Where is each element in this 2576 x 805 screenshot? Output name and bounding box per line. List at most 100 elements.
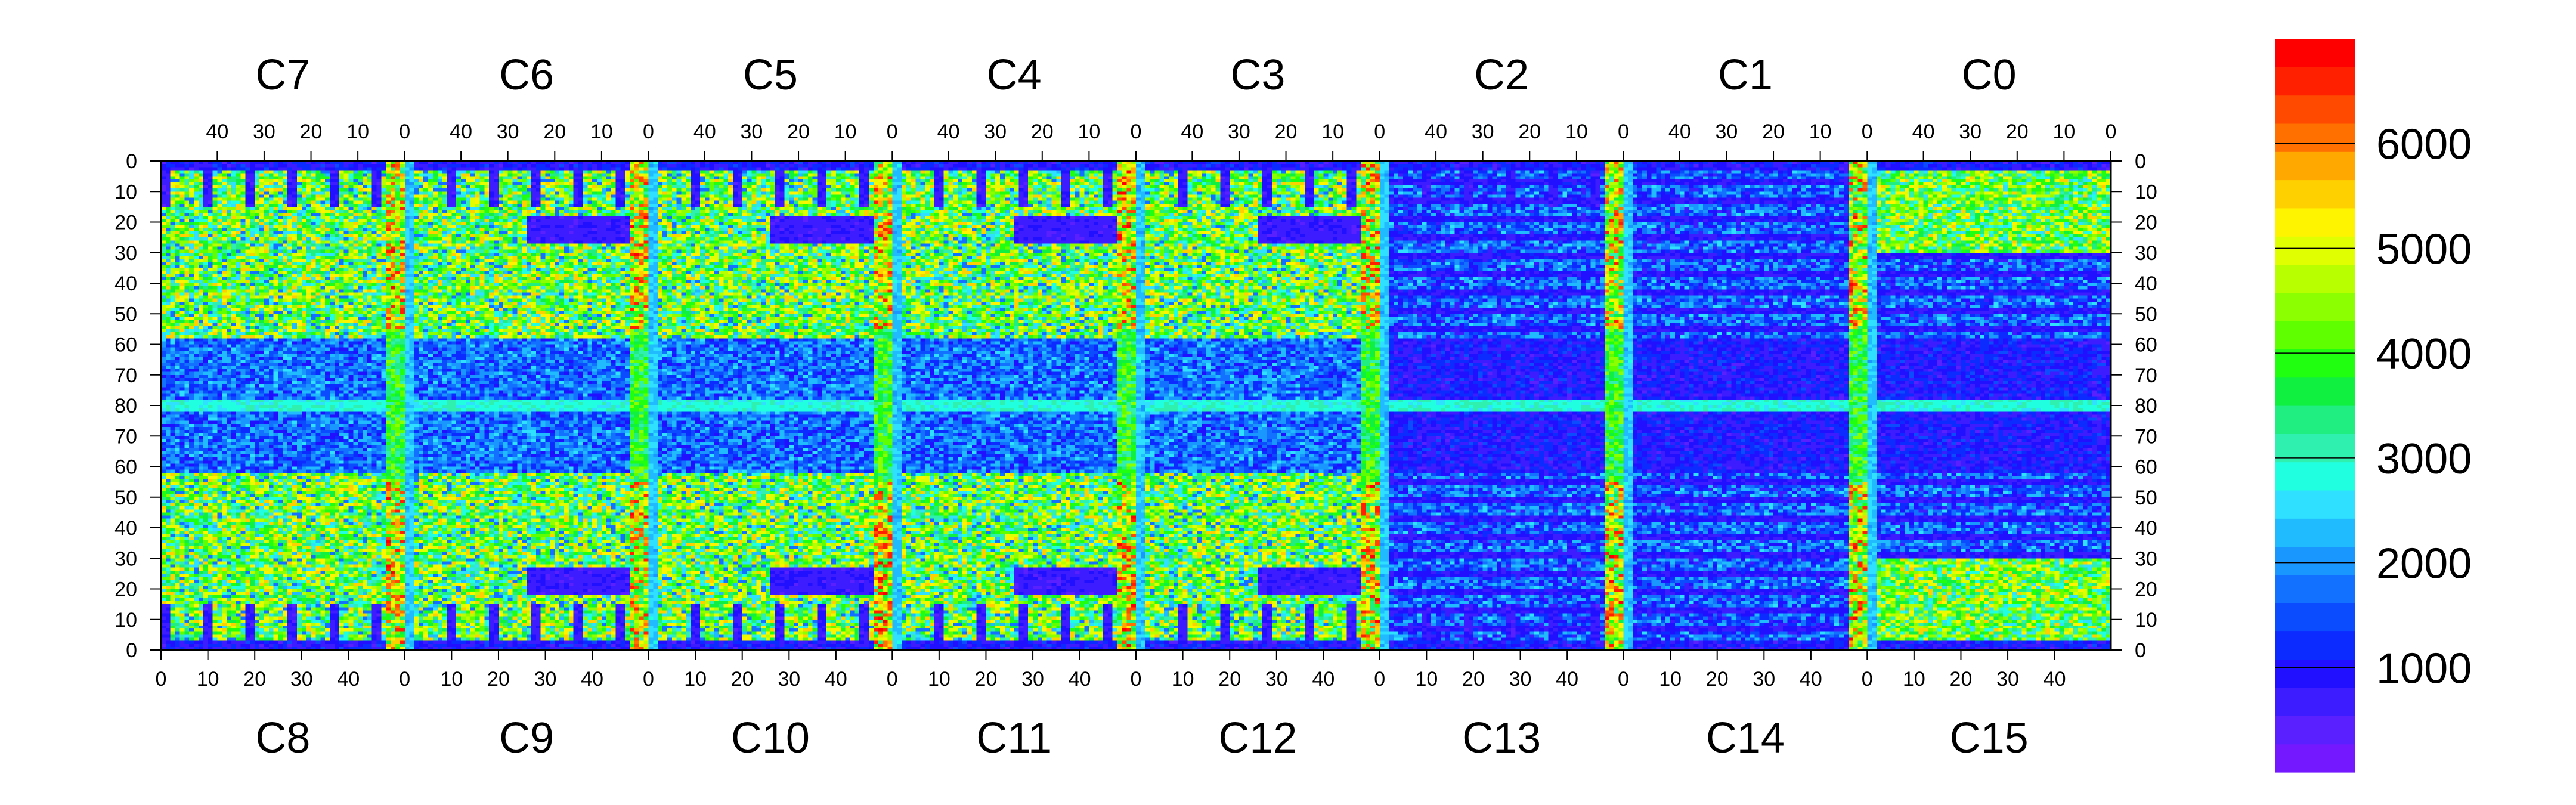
x-tick-label-top: 40 <box>693 120 716 143</box>
x-tick-label-bottom: 10 <box>1903 668 1925 691</box>
x-tick-label-bottom: 40 <box>338 668 360 691</box>
x-tick-label-bottom: 40 <box>1312 668 1335 691</box>
x-tick-label-bottom: 30 <box>1509 668 1532 691</box>
x-tick-label-top: 20 <box>1275 120 1298 143</box>
x-tick-label-bottom: 0 <box>156 668 167 691</box>
x-tick-label-top: 20 <box>1031 120 1054 143</box>
y-tick-label-left: 40 <box>114 273 137 295</box>
y-tick-label-left: 30 <box>114 547 137 570</box>
colorbar-tick-label: 5000 <box>2376 225 2472 273</box>
colorbar-segment <box>2275 151 2355 181</box>
x-tick-label-top: 20 <box>1518 120 1541 143</box>
y-tick-label-left: 50 <box>114 303 137 326</box>
y-tick-label-left: 20 <box>114 578 137 601</box>
colorbar-segment <box>2275 95 2355 124</box>
y-tick-label-right: 10 <box>2135 181 2157 203</box>
x-tick-label-top: 40 <box>1181 120 1203 143</box>
y-tick-label-right: 20 <box>2135 578 2157 601</box>
y-tick-label-right: 40 <box>2135 517 2157 540</box>
y-tick-label-right: 10 <box>2135 609 2157 631</box>
bottom-x-axis: 0 10 20 30 40 0 10 20 30 40 0 10 20 30 40 0 10 20 30 40 0 10 2… <box>156 650 2066 691</box>
x-tick-label-bottom: 10 <box>1172 668 1194 691</box>
x-tick-label-bottom: 30 <box>778 668 800 691</box>
chip-label-top: C5 <box>743 51 798 99</box>
x-tick-label-top: 30 <box>253 120 275 143</box>
x-tick-label-top: 40 <box>1912 120 1935 143</box>
x-tick-label-top: 10 <box>1565 120 1588 143</box>
chip-label-top: C3 <box>1230 51 1285 99</box>
colorbar-segment <box>2275 716 2355 745</box>
colorbar-segment <box>2275 490 2355 519</box>
colorbar-segment <box>2275 179 2355 209</box>
x-tick-label-bottom: 30 <box>1265 668 1288 691</box>
x-tick-label-top: 40 <box>1425 120 1447 143</box>
x-tick-label-top: 40 <box>937 120 960 143</box>
y-tick-label-left: 10 <box>114 181 137 203</box>
x-tick-label-top: 30 <box>497 120 519 143</box>
colorbar-segment <box>2275 603 2355 632</box>
x-tick-label-bottom: 0 <box>887 668 898 691</box>
colorbar-segment <box>2275 292 2355 321</box>
x-tick-label-top: 20 <box>300 120 323 143</box>
x-tick-label-bottom: 40 <box>1069 668 1091 691</box>
x-tick-label-top: 20 <box>787 120 810 143</box>
x-tick-label-top: 10 <box>590 120 613 143</box>
x-tick-label-top: 30 <box>1716 120 1738 143</box>
colorbar-segment <box>2275 518 2355 547</box>
colorbar-segment <box>2275 659 2355 688</box>
x-tick-label-bottom: 30 <box>534 668 557 691</box>
y-tick-label-left: 40 <box>114 517 137 540</box>
right-y-axis: 0 10 20 30 40 50 60 70 80 70 60 50 40 30 20 10 0 <box>2111 150 2157 662</box>
x-tick-label-bottom: 0 <box>1131 668 1142 691</box>
y-tick-label-left: 60 <box>114 334 137 357</box>
chip-label-top: C7 <box>255 51 310 99</box>
x-tick-label-top: 0 <box>1374 120 1385 143</box>
x-tick-label-top: 30 <box>1959 120 1981 143</box>
x-tick-label-bottom: 40 <box>1800 668 1822 691</box>
x-tick-label-bottom: 10 <box>197 668 219 691</box>
y-tick-label-right: 40 <box>2135 273 2157 295</box>
top-chip-labels: C7 C6 C5 C4 C3 C2 C1 C0 <box>255 51 2016 99</box>
colorbar-segment <box>2275 377 2355 406</box>
x-tick-label-bottom: 30 <box>1753 668 1775 691</box>
colorbar-segment <box>2275 236 2355 265</box>
colorbar-segment <box>2275 405 2355 434</box>
x-tick-label-bottom: 10 <box>1659 668 1682 691</box>
y-tick-label-left: 70 <box>114 425 137 448</box>
colorbar-tick-label: 3000 <box>2376 435 2472 483</box>
x-tick-label-bottom: 40 <box>581 668 603 691</box>
x-tick-label-top: 30 <box>741 120 763 143</box>
x-tick-label-bottom: 20 <box>1462 668 1485 691</box>
x-tick-label-top: 0 <box>887 120 898 143</box>
x-tick-label-top: 20 <box>543 120 566 143</box>
y-tick-label-left: 70 <box>114 364 137 387</box>
chip-label-bottom: C10 <box>731 714 810 762</box>
y-tick-label-left: 30 <box>114 242 137 265</box>
x-tick-label-bottom: 30 <box>290 668 313 691</box>
y-tick-label-right: 30 <box>2135 242 2157 265</box>
colorbar-segment <box>2275 688 2355 716</box>
x-tick-label-top: 20 <box>1762 120 1785 143</box>
x-tick-label-top: 0 <box>1862 120 1873 143</box>
colorbar-segment <box>2275 546 2355 575</box>
x-tick-label-bottom: 30 <box>1021 668 1044 691</box>
x-tick-label-bottom: 20 <box>1218 668 1241 691</box>
colorbar-tick-label: 6000 <box>2376 121 2472 169</box>
colorbar-segment <box>2275 631 2355 660</box>
x-tick-label-bottom: 20 <box>1950 668 1973 691</box>
x-tick-label-bottom: 20 <box>487 668 510 691</box>
colorbar-segment <box>2275 744 2355 773</box>
x-tick-label-top: 30 <box>984 120 1007 143</box>
y-tick-label-right: 60 <box>2135 334 2157 357</box>
x-tick-label-top: 10 <box>346 120 369 143</box>
colorbar-segment <box>2275 264 2355 293</box>
x-tick-label-top: 10 <box>1078 120 1100 143</box>
y-tick-label-right: 50 <box>2135 487 2157 509</box>
left-y-axis: 0 10 20 30 40 50 60 70 80 70 60 50 40 30 20 10 0 <box>114 150 161 662</box>
heatmap-cells <box>161 161 2111 650</box>
x-tick-label-top: 40 <box>450 120 472 143</box>
x-tick-label-bottom: 40 <box>2044 668 2066 691</box>
y-tick-label-right: 80 <box>2135 395 2157 417</box>
chip-label-top: C4 <box>987 51 1042 99</box>
